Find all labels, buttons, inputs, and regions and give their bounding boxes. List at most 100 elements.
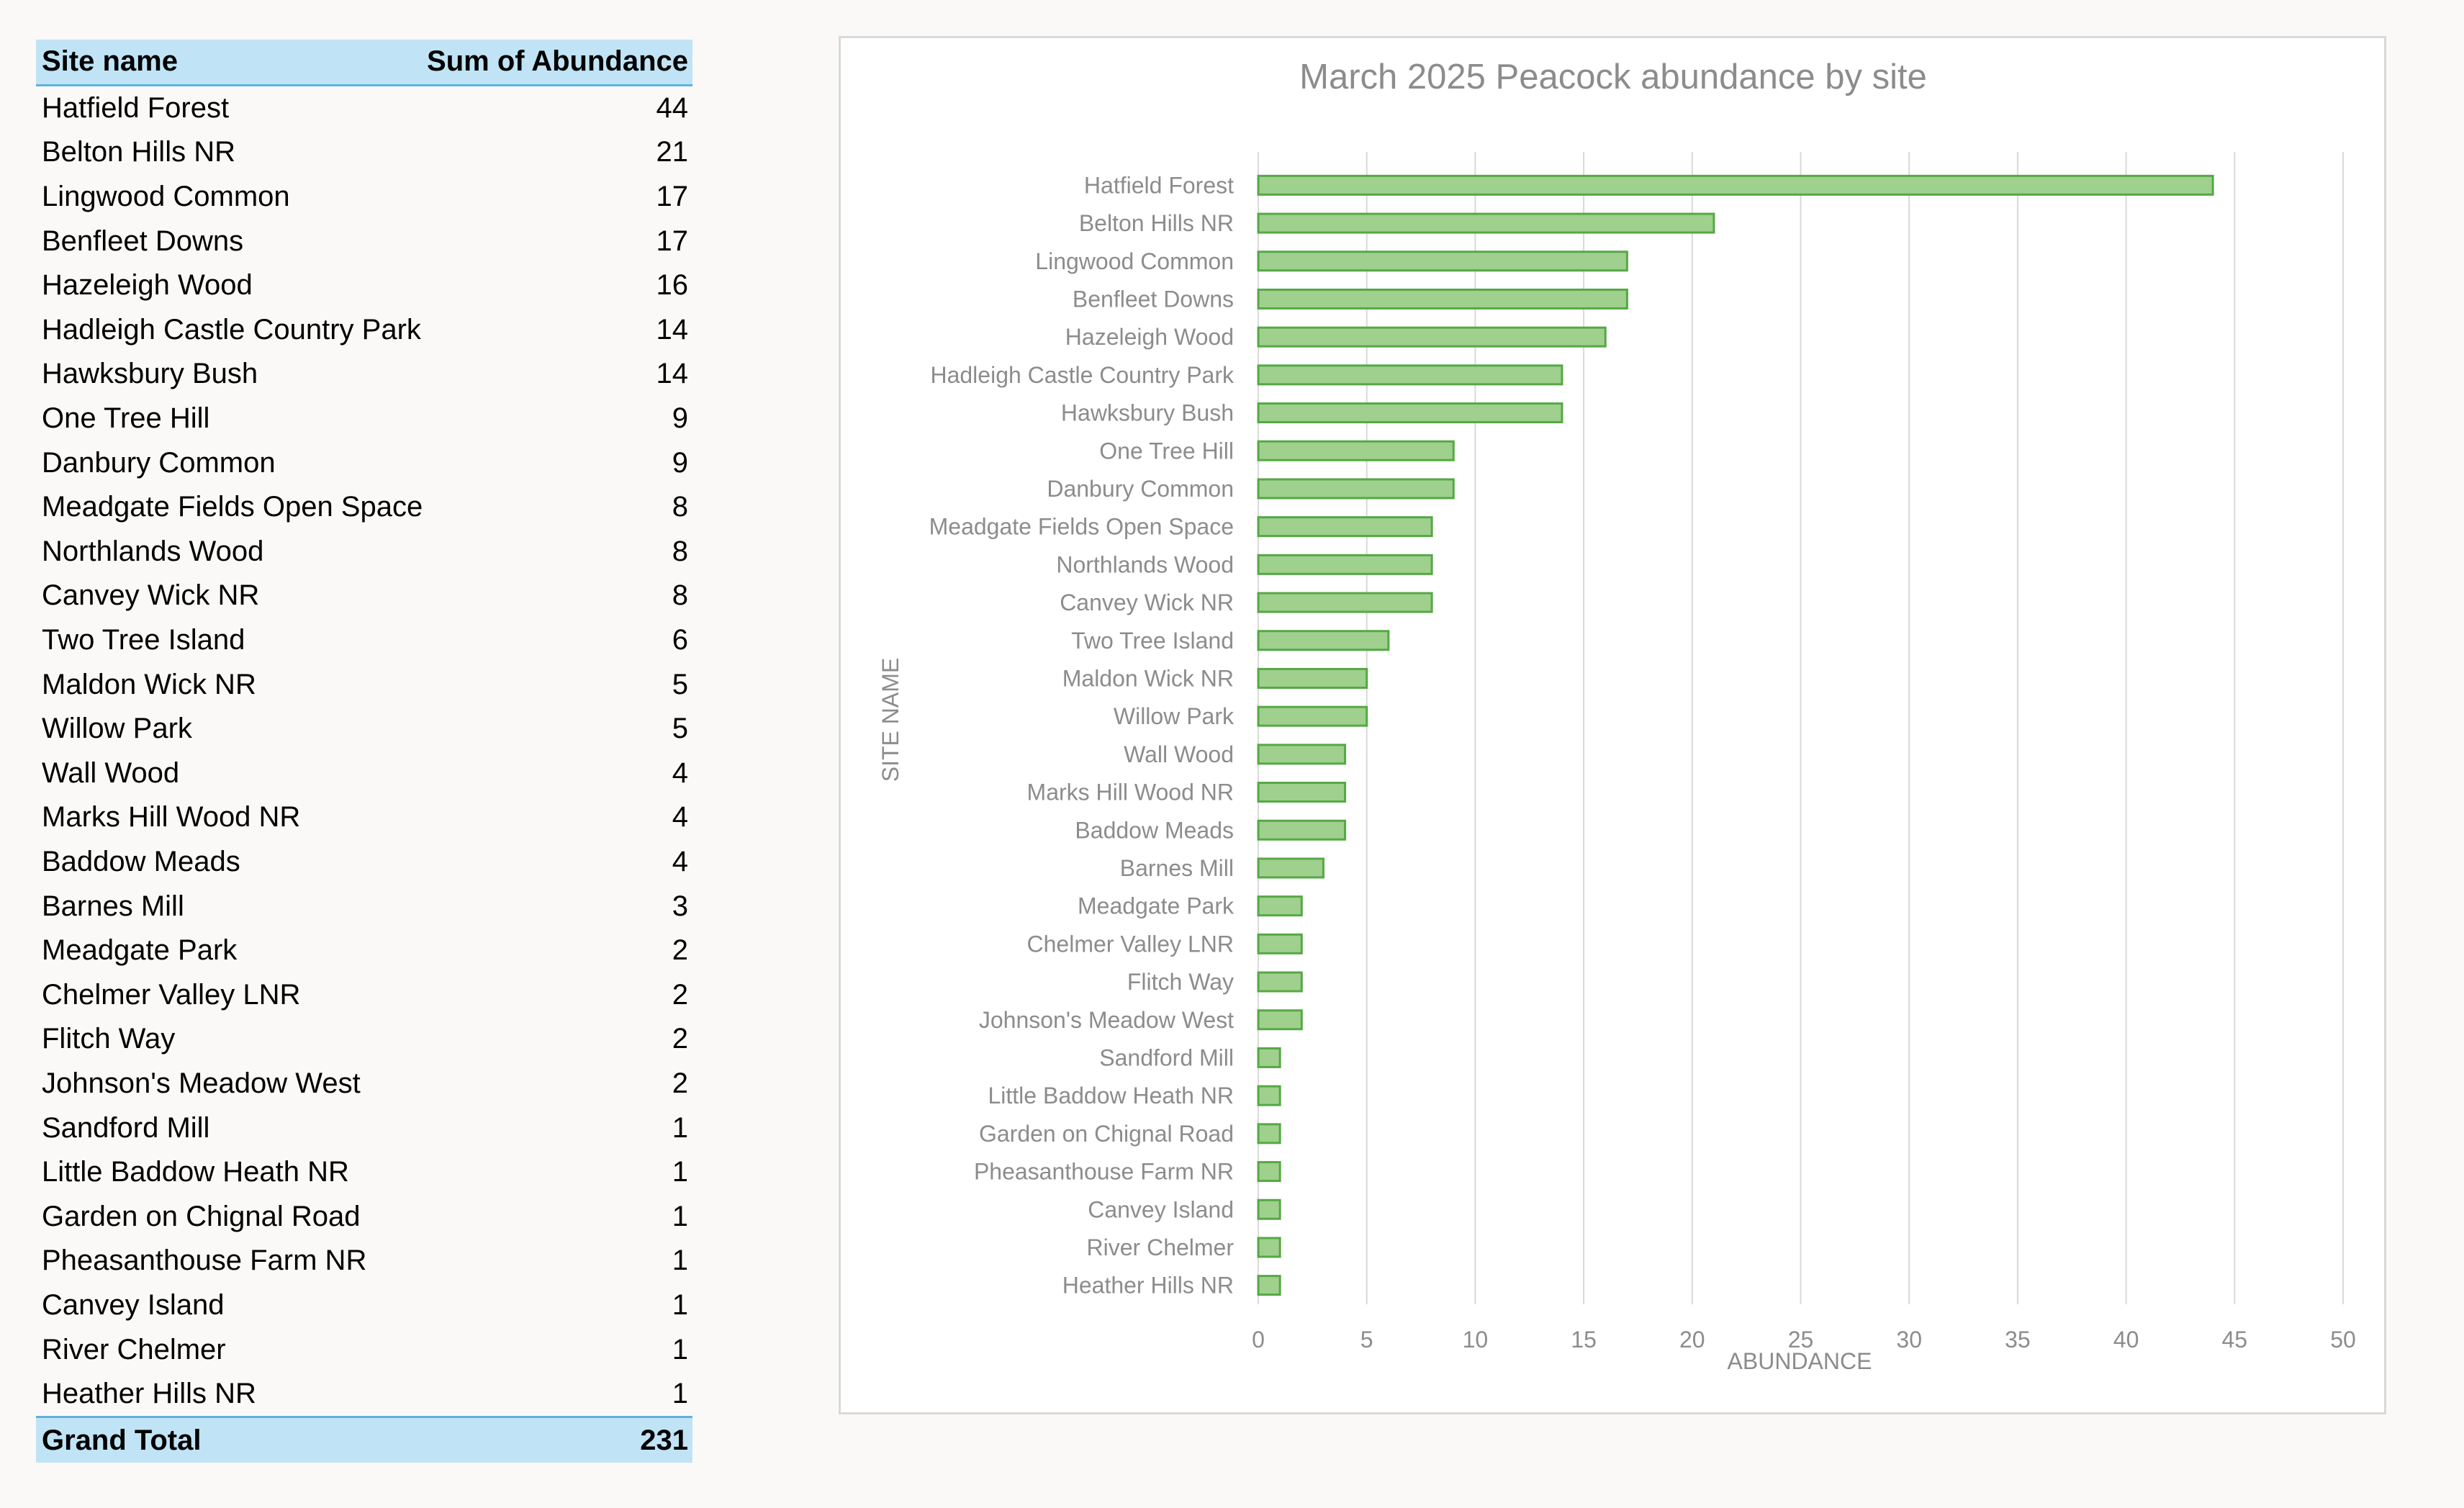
site-name-cell[interactable]: River Chelmer <box>42 1333 226 1365</box>
abundance-cell[interactable]: 1 <box>672 1378 688 1410</box>
abundance-cell[interactable]: 1 <box>672 1245 688 1277</box>
site-name-cell[interactable]: Lingwood Common <box>42 181 290 213</box>
abundance-cell[interactable]: 17 <box>656 181 689 213</box>
bar[interactable] <box>1257 554 1433 575</box>
site-name-cell[interactable]: Garden on Chignal Road <box>42 1200 361 1232</box>
bar[interactable] <box>1257 630 1390 651</box>
site-name-cell[interactable]: Flitch Way <box>42 1023 176 1055</box>
site-name-cell[interactable]: Hawksbury Bush <box>42 358 258 390</box>
site-name-cell[interactable]: Hadleigh Castle Country Park <box>42 313 421 346</box>
site-name-cell[interactable]: Willow Park <box>42 713 192 745</box>
bar[interactable] <box>1257 592 1433 613</box>
abundance-cell[interactable]: 4 <box>672 845 688 877</box>
abundance-cell[interactable]: 8 <box>672 535 688 567</box>
abundance-cell[interactable]: 4 <box>672 801 688 834</box>
bar[interactable] <box>1257 1123 1281 1144</box>
abundance-cell[interactable]: 44 <box>656 91 689 124</box>
site-name-cell[interactable]: Hatfield Forest <box>42 91 230 124</box>
site-name-cell[interactable]: Canvey Wick NR <box>42 579 260 612</box>
bar[interactable] <box>1257 1275 1281 1296</box>
bar[interactable] <box>1257 971 1303 993</box>
abundance-cell[interactable]: 2 <box>672 1067 688 1099</box>
site-name-cell[interactable]: Marks Hill Wood NR <box>42 801 301 834</box>
abundance-cell[interactable]: 1 <box>672 1156 688 1188</box>
bar[interactable] <box>1257 402 1563 424</box>
abundance-cell[interactable]: 9 <box>672 446 688 479</box>
table-row: Canvey Island 1 <box>36 1283 692 1328</box>
bar[interactable] <box>1257 1085 1281 1106</box>
grand-total-row: Grand Total 231 <box>36 1416 692 1463</box>
abundance-cell[interactable]: 3 <box>672 890 688 922</box>
abundance-cell[interactable]: 5 <box>672 668 688 700</box>
abundance-cell[interactable]: 6 <box>672 624 688 656</box>
bar[interactable] <box>1257 1047 1281 1068</box>
bar[interactable] <box>1257 174 2214 196</box>
table-row: Johnson's Meadow West 2 <box>36 1062 692 1106</box>
abundance-cell[interactable]: 16 <box>656 269 689 302</box>
site-name-cell[interactable]: One Tree Hill <box>42 402 210 435</box>
bar[interactable] <box>1257 440 1455 461</box>
site-name-cell[interactable]: Benfleet Downs <box>42 225 244 257</box>
bar[interactable] <box>1257 1009 1303 1031</box>
category-label: Garden on Chignal Road <box>979 1121 1234 1147</box>
abundance-cell[interactable]: 4 <box>672 757 688 789</box>
bar[interactable] <box>1257 895 1303 917</box>
site-name-cell[interactable]: Northlands Wood <box>42 535 264 567</box>
bar[interactable] <box>1257 667 1368 689</box>
bar[interactable] <box>1257 516 1433 538</box>
site-name-cell[interactable]: Belton Hills NR <box>42 136 235 168</box>
bar[interactable] <box>1257 857 1324 879</box>
bar[interactable] <box>1257 364 1563 386</box>
site-name-cell[interactable]: Johnson's Meadow West <box>42 1067 361 1099</box>
site-name-cell[interactable]: Meadgate Fields Open Space <box>42 491 423 523</box>
abundance-cell[interactable]: 2 <box>672 934 688 967</box>
abundance-cell[interactable]: 1 <box>672 1333 688 1365</box>
site-name-cell[interactable]: Pheasanthouse Farm NR <box>42 1245 367 1277</box>
bar[interactable] <box>1257 478 1455 500</box>
site-name-cell[interactable]: Barnes Mill <box>42 890 184 922</box>
abundance-cell[interactable]: 14 <box>656 358 689 390</box>
bar[interactable] <box>1257 326 1607 348</box>
site-name-cell[interactable]: Maldon Wick NR <box>42 668 256 700</box>
site-name-cell[interactable]: Canvey Island <box>42 1288 225 1321</box>
abundance-cell[interactable]: 8 <box>672 579 688 612</box>
site-name-cell[interactable]: Danbury Common <box>42 446 276 479</box>
bar[interactable] <box>1257 1237 1281 1258</box>
site-name-cell[interactable]: Heather Hills NR <box>42 1378 256 1410</box>
header-site-name[interactable]: Site name <box>36 40 410 86</box>
bar[interactable] <box>1257 1161 1281 1183</box>
abundance-cell[interactable]: 8 <box>672 491 688 523</box>
site-name-cell[interactable]: Two Tree Island <box>42 624 245 656</box>
bar[interactable] <box>1257 1198 1281 1220</box>
abundance-cell[interactable]: 5 <box>672 713 688 745</box>
site-name-cell[interactable]: Baddow Meads <box>42 845 240 877</box>
site-name-cell[interactable]: Wall Wood <box>42 757 180 789</box>
abundance-cell[interactable]: 1 <box>672 1288 688 1321</box>
abundance-cell[interactable]: 2 <box>672 978 688 1011</box>
site-name-cell[interactable]: Meadgate Park <box>42 934 238 967</box>
abundance-cell[interactable]: 2 <box>672 1023 688 1055</box>
abundance-cell[interactable]: 1 <box>672 1111 688 1144</box>
grand-total-label[interactable]: Grand Total <box>36 1416 410 1463</box>
bar[interactable] <box>1257 250 1628 272</box>
abundance-cell[interactable]: 1 <box>672 1200 688 1232</box>
site-name-cell[interactable]: Little Baddow Heath NR <box>42 1156 349 1188</box>
abundance-cell[interactable]: 17 <box>656 225 689 257</box>
bar[interactable] <box>1257 288 1628 310</box>
bar[interactable] <box>1257 744 1347 765</box>
site-name-cell[interactable]: Hazeleigh Wood <box>42 269 253 302</box>
abundance-cell[interactable]: 9 <box>672 402 688 435</box>
abundance-cell[interactable]: 21 <box>656 136 689 168</box>
chart-area[interactable]: March 2025 Peacock abundance by site Hat… <box>839 36 2386 1414</box>
bar[interactable] <box>1257 705 1368 727</box>
header-sum-of-abundance[interactable]: Sum of Abundance <box>410 40 692 86</box>
table-row: Baddow Meads 4 <box>36 840 692 885</box>
bar[interactable] <box>1257 933 1303 954</box>
site-name-cell[interactable]: Chelmer Valley LNR <box>42 978 301 1011</box>
bar[interactable] <box>1257 782 1347 803</box>
grand-total-value[interactable]: 231 <box>410 1416 692 1463</box>
site-name-cell[interactable]: Sandford Mill <box>42 1111 210 1144</box>
abundance-cell[interactable]: 14 <box>656 313 689 346</box>
bar[interactable] <box>1257 819 1347 841</box>
bar[interactable] <box>1257 212 1715 234</box>
